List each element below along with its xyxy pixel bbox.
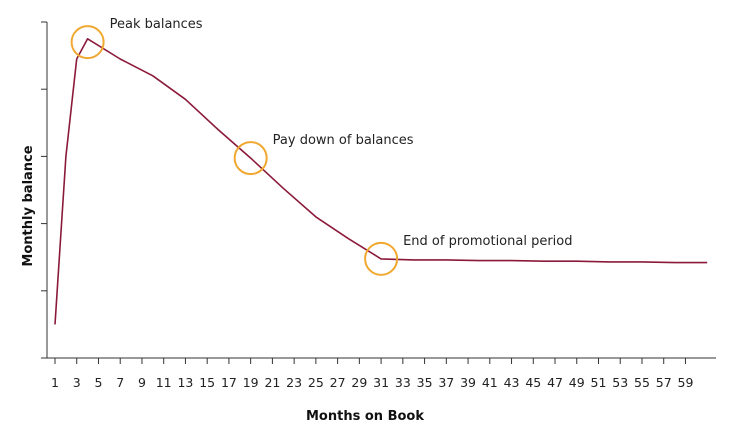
x-tick-label: 49 (569, 375, 585, 390)
x-tick-label: 53 (612, 375, 628, 390)
annotation-label: End of promotional period (403, 234, 572, 249)
series-line-monthly-balance (54, 38, 708, 325)
x-tick-label: 27 (330, 375, 346, 390)
x-tick-label: 59 (678, 375, 694, 390)
x-tick-label: 9 (138, 375, 146, 390)
x-tick-labels: 1 3 5 7 9 11 13 15 17 19 21 23 25 27 29 31 33 35 37 39 41 43 4… (51, 375, 693, 390)
x-tick-label: 37 (438, 375, 454, 390)
x-tick-label: 23 (286, 375, 302, 390)
x-tick-label: 3 (73, 375, 81, 390)
annotation-label: Peak balances (110, 17, 203, 32)
x-tick-label: 13 (177, 375, 193, 390)
x-tick-label: 33 (395, 375, 411, 390)
x-tick-label: 21 (264, 375, 280, 390)
x-tick-label: 5 (95, 375, 103, 390)
annotation-circle (70, 25, 105, 60)
annotations: Peak balances Pay down of balances End of … (70, 17, 573, 276)
x-tick-label: 31 (373, 375, 389, 390)
x-tick-label: 57 (656, 375, 672, 390)
x-tick-label: 35 (417, 375, 433, 390)
y-axis-title: Monthly balance (21, 145, 36, 266)
x-tick-label: 17 (221, 375, 237, 390)
x-tick-label: 1 (51, 375, 59, 390)
annotation-circle (364, 241, 399, 276)
annotation-circle (233, 141, 268, 176)
x-tick-label: 25 (308, 375, 324, 390)
x-tick-label: 15 (199, 375, 215, 390)
x-tick-label: 7 (116, 375, 124, 390)
x-tick-label: 29 (351, 375, 367, 390)
x-axis-title: Months on Book (306, 409, 424, 424)
x-tick-label: 51 (591, 375, 607, 390)
annotation-label: Pay down of balances (273, 133, 414, 148)
x-tick-label: 41 (482, 375, 498, 390)
x-tick-label: 19 (243, 375, 259, 390)
x-tick-label: 39 (460, 375, 476, 390)
x-tick-label: 47 (547, 375, 563, 390)
x-tick-label: 55 (634, 375, 650, 390)
x-tick-label: 11 (156, 375, 172, 390)
x-ticks (54, 358, 686, 364)
x-tick-label: 45 (525, 375, 541, 390)
x-tick-label: 43 (504, 375, 520, 390)
y-ticks (41, 21, 47, 359)
